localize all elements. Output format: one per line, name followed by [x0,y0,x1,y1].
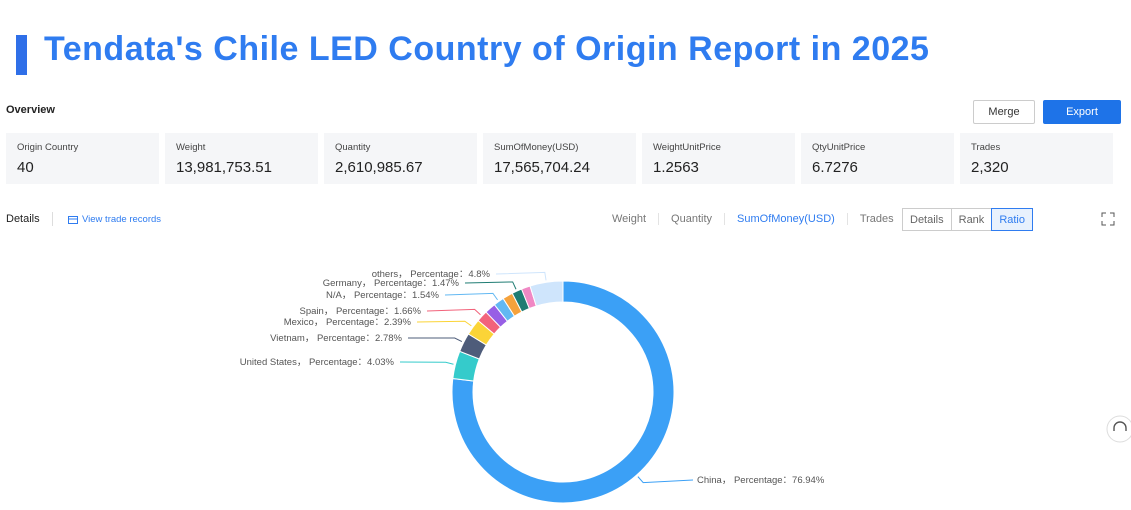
label-separator: ， [342,290,354,301]
divider [52,212,53,226]
button-label: Export [1066,106,1098,118]
slice-label: Mexico， Percentage：2.39% [284,317,412,328]
stat-value: 13,981,753.51 [176,159,272,176]
slice-label: Vietnam， Percentage：2.78% [270,333,402,344]
trade-records-link[interactable]: View trade records [68,214,161,225]
view-label: Ratio [999,213,1025,226]
donut-slice [451,280,675,504]
merge-button[interactable]: Merge [973,100,1035,124]
label-separator: ， [398,269,410,280]
slice-value: Percentage：4.8% [410,269,490,280]
slice-name: Vietnam [270,333,305,344]
label-separator: ， [314,317,326,328]
leader-line [464,281,517,290]
slice-value: Percentage：1.47% [374,278,460,289]
link-label: View trade records [82,214,162,225]
slice-label: China， Percentage：76.94% [697,475,825,486]
view-button[interactable]: Rank [950,208,993,231]
view-button[interactable]: Ratio [991,208,1033,231]
leader-line [495,271,547,281]
icon [68,215,78,224]
stat-value: 1.2563 [653,159,699,176]
stat-card: SumOfMoney(USD) 17,565,704.24 [483,133,636,184]
slice-value: Percentage：4.03% [309,357,395,368]
view-button[interactable]: Details [902,208,952,231]
slice-name: United States [240,357,297,368]
label-separator: ， [324,306,336,317]
label-separator: ， [297,357,309,368]
metric-tabs: Weight Quantity SumOfMoney(USD) Trades [600,213,906,225]
stat-label: Quantity [335,142,371,153]
view-label: Rank [958,213,985,226]
button-label: Merge [988,106,1020,118]
slice-label: Germany， Percentage：1.47% [323,278,460,289]
slice-value: Percentage：76.94% [734,475,825,486]
slice-name: China [697,475,723,486]
slice-value: Percentage：1.66% [336,306,422,317]
stat-card: Quantity 2,610,985.67 [324,133,477,184]
slice-label: Spain， Percentage：1.66% [300,306,422,317]
stat-value: 40 [17,159,34,176]
slice-name: others [372,269,399,280]
slice-value: Percentage：2.39% [326,317,412,328]
leader-line [416,320,472,327]
page-title: Tendata's Chile LED Country of Origin Re… [44,30,930,68]
leader-line [637,476,694,484]
donut-slice [529,280,564,307]
stat-value: 17,565,704.24 [494,159,590,176]
slice-label: N/A， Percentage：1.54% [326,290,440,301]
leader-line [407,337,463,343]
stat-card: WeightUnitPrice 1.2563 [642,133,795,184]
label-separator: ， [362,278,374,289]
label-separator: ， [722,475,734,486]
slice-label: others， Percentage：4.8% [372,269,491,280]
title-bar [16,35,27,75]
help-button[interactable] [1106,415,1131,443]
label-separator: ， [305,333,317,344]
expand-icon[interactable] [1100,211,1116,227]
export-button[interactable]: Export [1043,100,1121,124]
leader-line [444,292,498,301]
stat-label: Origin Country [17,142,79,153]
metric-tab[interactable]: Trades [846,213,906,225]
stat-card: Weight 13,981,753.51 [165,133,318,184]
stat-label: QtyUnitPrice [812,142,866,153]
stat-value: 6.7276 [812,159,858,176]
stat-card: QtyUnitPrice 6.7276 [801,133,954,184]
metric-tab[interactable]: Quantity [658,213,724,225]
slice-name: N/A [326,290,343,301]
stat-card: Origin Country 40 [6,133,159,184]
donut-chart: China， Percentage：76.94%United States， P… [240,269,1131,504]
view-switch: Details Rank Ratio [902,208,1033,231]
slice-name: Mexico [284,317,314,328]
leader-line [399,361,454,365]
metric-tab[interactable]: Weight [612,213,647,225]
metric-tab[interactable]: SumOfMoney(USD) [724,213,847,225]
section-title: Details [6,213,40,225]
stat-label: Weight [176,142,206,153]
slice-label: United States， Percentage：4.03% [240,357,395,368]
slice-value: Percentage：2.78% [317,333,403,344]
stat-value: 2,610,985.67 [335,159,423,176]
stats-row: Origin Country 40 Weight 13,981,753.51 Quant… [6,133,1113,184]
stat-label: WeightUnitPrice [653,142,721,153]
stat-value: 2,320 [971,159,1009,176]
view-label: Details [910,213,944,226]
stat-label: Trades [971,142,1001,153]
help-icon [1113,421,1127,431]
stat-label: SumOfMoney(USD) [494,142,579,153]
section-title: Overview [6,104,55,116]
slice-value: Percentage：1.54% [354,290,440,301]
slice-name: Spain [300,306,324,317]
stat-card: Trades 2,320 [960,133,1113,184]
leader-line [426,308,481,316]
slice-name: Germany [323,278,362,289]
